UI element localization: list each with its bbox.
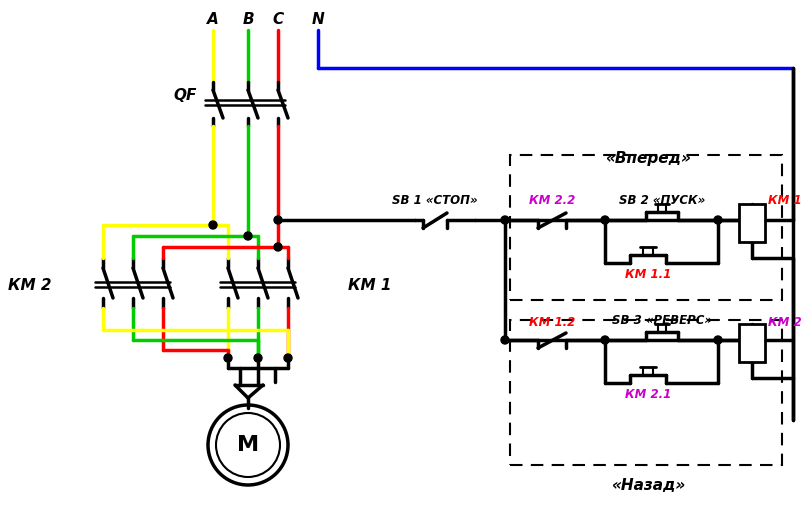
- Text: КМ 1.1: КМ 1.1: [625, 268, 671, 282]
- Text: КМ 2: КМ 2: [768, 315, 802, 329]
- Circle shape: [224, 354, 232, 362]
- Text: M: M: [237, 435, 259, 455]
- Text: «Назад»: «Назад»: [611, 477, 685, 492]
- Text: КМ 1: КМ 1: [348, 278, 391, 293]
- Circle shape: [284, 354, 292, 362]
- Text: КМ 1: КМ 1: [768, 194, 802, 206]
- Circle shape: [244, 232, 252, 240]
- Text: КМ 2.1: КМ 2.1: [625, 389, 671, 401]
- Circle shape: [274, 216, 282, 224]
- Text: B: B: [242, 12, 254, 27]
- Circle shape: [274, 243, 282, 251]
- Circle shape: [714, 216, 722, 224]
- Text: C: C: [273, 12, 283, 27]
- Text: SB 1 «СТОП»: SB 1 «СТОП»: [392, 194, 478, 206]
- Text: «Вперед»: «Вперед»: [605, 151, 691, 166]
- Text: N: N: [312, 12, 324, 27]
- Circle shape: [501, 216, 509, 224]
- Circle shape: [501, 336, 509, 344]
- Text: КМ 2.2: КМ 2.2: [529, 194, 575, 206]
- Circle shape: [601, 216, 609, 224]
- Text: КМ 2: КМ 2: [8, 278, 52, 293]
- Text: КМ 1.2: КМ 1.2: [529, 315, 575, 329]
- Text: SB 3 «РЕВЕРС»: SB 3 «РЕВЕРС»: [612, 314, 712, 327]
- Text: A: A: [207, 12, 219, 27]
- Text: SB 2 «ПУСК»: SB 2 «ПУСК»: [619, 194, 705, 206]
- Circle shape: [254, 354, 262, 362]
- Bar: [510, 320, 782, 465]
- Circle shape: [601, 336, 609, 344]
- Bar: [739, 324, 765, 362]
- Text: QF: QF: [174, 88, 197, 103]
- Bar: [739, 204, 765, 242]
- Circle shape: [714, 336, 722, 344]
- Bar: [510, 155, 782, 300]
- Circle shape: [209, 221, 217, 229]
